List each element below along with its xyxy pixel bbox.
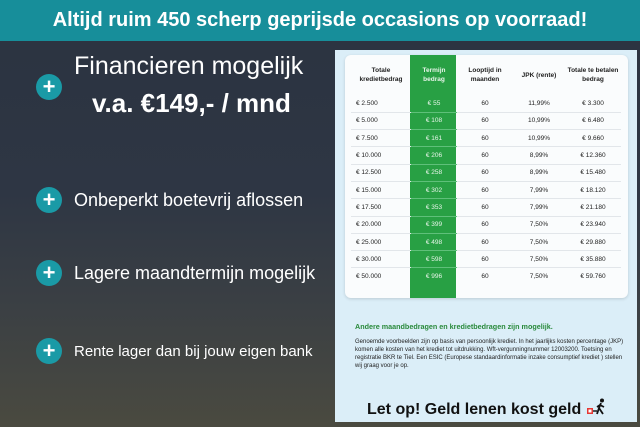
table-row: € 10.000 € 206 60 8,99% € 12.360 (351, 146, 621, 165)
feature-label: Rente lager dan bij jouw eigen bank (74, 342, 313, 360)
top-banner: Altijd ruim 450 scherp geprijsde occasio… (0, 0, 640, 41)
table-row: € 17.500 € 353 60 7,99% € 21.180 (351, 198, 621, 217)
table-cell: € 12.360 (565, 146, 621, 165)
table-cell: € 59.760 (565, 267, 621, 286)
table-cell: 7,50% (513, 232, 565, 251)
table-cell: € 206 (411, 146, 457, 165)
plus-icon: + (36, 260, 62, 286)
feature-financing-label: Financieren mogelijk (74, 52, 304, 80)
table-cell: € 55 (427, 99, 441, 107)
table-row: € 5.000 € 108 60 10,99% € 6.480 (351, 111, 621, 130)
table-cell: € 9.660 (565, 129, 621, 147)
table-cell: 11,99% (528, 99, 550, 107)
feature-label: Onbeperkt boetevrij aflossen (74, 189, 304, 210)
table-cell: € 161 (411, 129, 457, 147)
column-header: Totale te betalen bedrag (567, 67, 619, 83)
table-cell: € 399 (411, 215, 457, 234)
table-cell: 7,50% (513, 250, 565, 268)
table-cell: € 498 (411, 232, 457, 251)
table-cell: 60 (457, 111, 513, 130)
table-cell: € 29.880 (565, 232, 621, 251)
plus-icon: + (36, 338, 62, 364)
table-row: € 2.500 € 55 60 11,99% € 3.300 (351, 95, 621, 112)
table-cell: 7,50% (513, 215, 565, 234)
table-cell: € 30.000 (351, 250, 411, 268)
table-cell: 7,99% (513, 180, 565, 199)
other-amounts-note: Andere maandbedragen en kredietbedragen … (355, 322, 553, 331)
loan-panel: Totale kredietbedrag Termijn bedrag Loopti… (335, 50, 637, 422)
feature-label: Lagere maandtermijn mogelijk (74, 262, 316, 283)
table-cell: 10,99% (513, 111, 565, 130)
table-cell: € 17.500 (351, 198, 411, 217)
table-row: € 15.000 € 302 60 7,99% € 18.120 (351, 180, 621, 199)
table-row: € 30.000 € 598 60 7,50% € 35.880 (351, 250, 621, 268)
column-header: Totale kredietbedrag (359, 67, 403, 83)
disclaimer: Genoemde voorbeelden zijn op basis van p… (355, 339, 624, 369)
table-cell: € 6.480 (565, 111, 621, 130)
table-cell: € 12.500 (351, 163, 411, 182)
table-cell: € 20.000 (351, 215, 411, 234)
table-cell: € 21.180 (565, 198, 621, 217)
table-cell: 7,99% (513, 198, 565, 217)
table-cell: € 598 (411, 250, 457, 268)
column-header: JPK (rente) (521, 71, 557, 79)
table-row: € 7.500 € 161 60 10,99% € 9.660 (351, 129, 621, 147)
plus-icon: + (36, 74, 62, 100)
table-cell: € 7.500 (351, 129, 411, 147)
table-cell: € 302 (411, 180, 457, 199)
table-cell: 60 (457, 250, 513, 268)
feature-lower-term: + Lagere maandtermijn mogelijk (36, 260, 315, 286)
table-cell: € 50.000 (351, 267, 411, 286)
table-row: € 20.000 € 399 60 7,50% € 23.940 (351, 215, 621, 234)
table-cell: 60 (457, 267, 513, 286)
table-cell: 60 (457, 129, 513, 147)
feature-interest: + Rente lager dan bij jouw eigen bank (36, 338, 313, 364)
table-cell: 60 (457, 232, 513, 251)
table-cell: € 5.000 (351, 111, 411, 130)
column-header: Termijn bedrag (422, 67, 446, 83)
table-cell: € 25.000 (351, 232, 411, 251)
feature-price: v.a. €149,- / mnd (92, 88, 291, 118)
table-cell: 60 (457, 146, 513, 165)
table-cell: 60 (457, 180, 513, 199)
table-cell: € 18.120 (565, 180, 621, 199)
walking-man-icon (586, 398, 605, 415)
warning-text: Let op! Geld lenen kost geld (367, 401, 582, 418)
table-cell: € 15.000 (351, 180, 411, 199)
loan-table: Totale kredietbedrag Termijn bedrag Loopti… (351, 55, 621, 286)
table-row: € 50.000 € 996 60 7,50% € 59.760 (351, 267, 621, 286)
table-cell: € 35.880 (565, 250, 621, 268)
loan-table-card: Totale kredietbedrag Termijn bedrag Loopti… (345, 55, 628, 298)
table-cell: € 23.940 (565, 215, 621, 234)
table-row: € 12.500 € 258 60 8,99% € 15.480 (351, 163, 621, 182)
table-cell: 60 (457, 163, 513, 182)
table-cell: € 10.000 (351, 146, 411, 165)
column-header: Looptijd in maanden (468, 67, 502, 83)
table-cell: € 15.480 (565, 163, 621, 182)
table-cell: € 996 (411, 267, 457, 286)
table-cell: € 3.300 (582, 99, 604, 107)
table-cell: 7,50% (513, 267, 565, 286)
banner-text: Altijd ruim 450 scherp geprijsde occasio… (52, 9, 588, 31)
plus-icon: + (36, 187, 62, 213)
table-cell: € 108 (411, 111, 457, 130)
table-cell: € 2.500 (356, 99, 378, 107)
table-cell: 60 (457, 215, 513, 234)
table-cell: 8,99% (513, 146, 565, 165)
table-cell: € 258 (411, 163, 457, 182)
table-cell: € 353 (411, 198, 457, 217)
feature-repay: + Onbeperkt boetevrij aflossen (36, 187, 303, 213)
table-cell: 10,99% (513, 129, 565, 147)
warning: Let op! Geld lenen kost geld (367, 398, 608, 420)
table-cell: 8,99% (513, 163, 565, 182)
table-cell: 60 (457, 198, 513, 217)
table-cell: 60 (481, 99, 489, 107)
table-row: € 25.000 € 498 60 7,50% € 29.880 (351, 232, 621, 251)
